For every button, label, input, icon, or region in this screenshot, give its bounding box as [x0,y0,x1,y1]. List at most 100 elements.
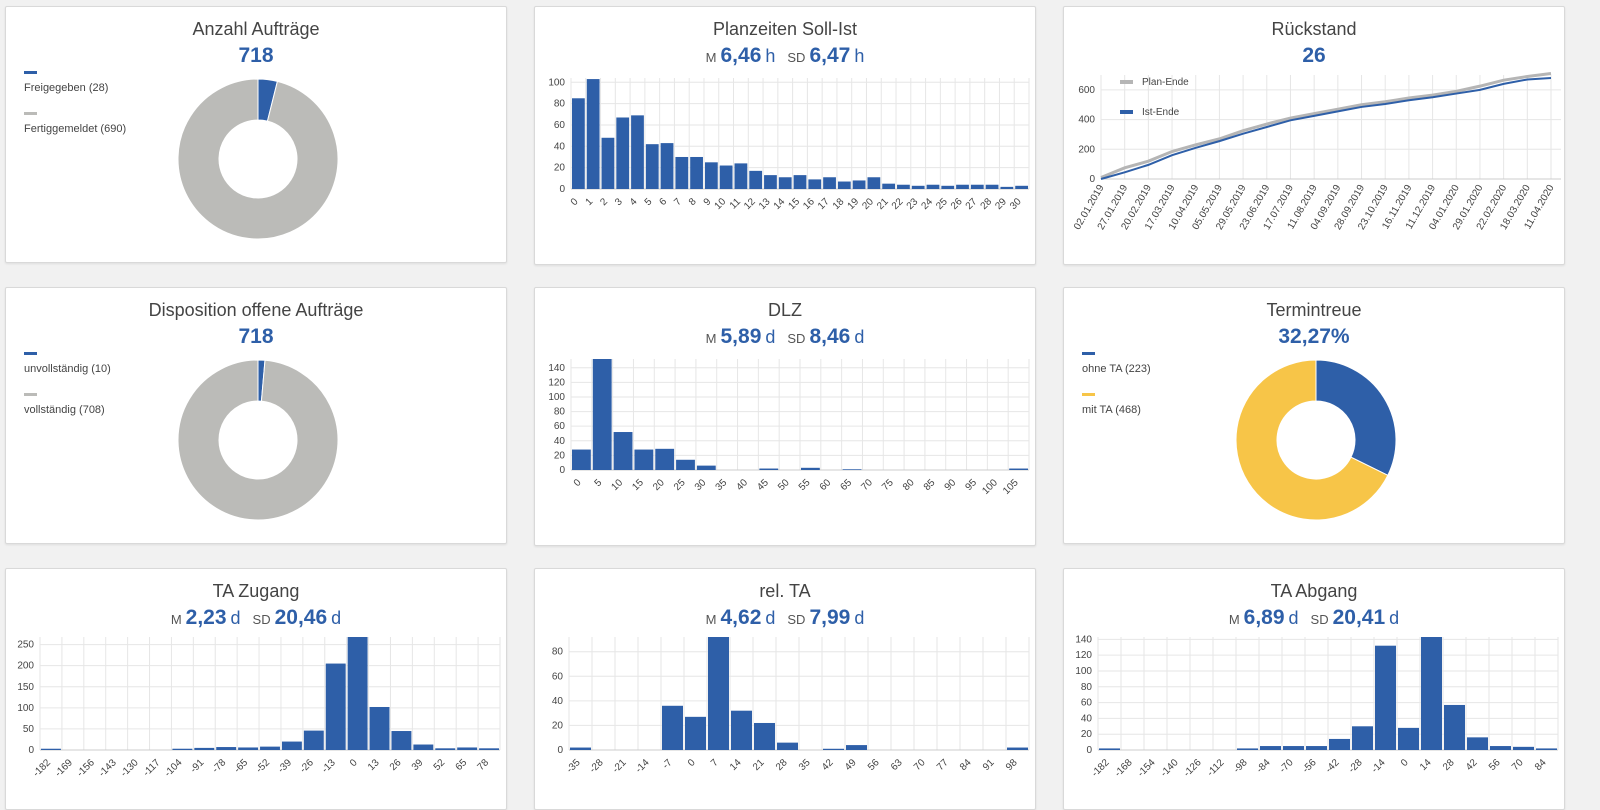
x-tick-label: 80 [901,477,917,493]
x-tick-label: 21 [875,196,891,212]
x-tick-label: -56 [1301,757,1319,775]
legend-swatch [1120,80,1133,84]
bar [696,465,716,470]
bar [572,98,585,189]
bar [793,175,807,189]
x-tick-label: -126 [1182,757,1204,779]
y-tick-label: 400 [1078,115,1095,126]
bar [347,637,368,750]
y-tick-label: 200 [1078,144,1095,155]
y-tick-label: 50 [23,724,35,735]
x-tick-label: 65 [839,477,855,493]
legend-label: mit TA (468) [1082,404,1141,416]
x-tick-label: 52 [432,757,448,773]
y-tick-label: 0 [559,465,565,476]
bar [238,747,259,750]
x-tick-label: 39 [410,757,426,773]
bar [734,163,748,189]
x-tick-label: -182 [1090,757,1112,779]
x-tick-label: 13 [757,196,773,212]
legend-label: Plan-Ende [1142,77,1189,88]
x-tick-label: 27 [964,196,980,212]
legend-item[interactable]: mit TA (468) [1082,393,1151,416]
bar [676,459,695,470]
x-tick-label: 11 [728,196,743,211]
x-tick-label: -117 [141,757,163,779]
bar [572,449,591,470]
bar [1444,704,1465,750]
x-tick-label: -42 [1324,757,1342,775]
mean-label: M [1228,612,1240,627]
x-tick-label: 22 [890,196,906,212]
mean-value: 6,46 [720,44,762,67]
legend-item[interactable]: vollständig (708) [24,393,111,416]
bar [719,165,733,189]
mean-value: 6,89 [1243,606,1285,629]
x-tick-label: -14 [634,757,652,775]
sd-value: 20,46 [274,606,328,629]
bar [867,177,881,189]
legend-label: Fertiggemeldet (690) [24,123,127,135]
bar [1352,726,1373,750]
bar [685,716,706,750]
bar [325,663,346,750]
x-tick-label: 24 [919,196,935,212]
legend-item[interactable]: ohne TA (223) [1082,352,1151,375]
x-tick-label: 0 [572,477,584,489]
y-tick-label: 100 [1075,666,1092,677]
line-chart: 02.01.201927.01.201920.02.201917.03.2019… [1072,72,1561,232]
sd-label: SD [787,612,806,627]
bar [801,467,820,470]
mean-label: M [705,612,717,627]
x-tick-label: 3 [613,196,625,208]
x-tick-label: -182 [31,757,53,779]
x-tick-label: 30 [1008,196,1024,212]
legend-label: ohne TA (223) [1082,363,1151,375]
y-tick-label: 100 [548,77,565,88]
card-rel-ta: rel. TA M 4,62 d SD 7,99 d 0 20 40 60 80 -35 -28 -21… [534,568,1036,810]
bar [479,748,499,750]
legend-item[interactable]: Fertiggemeldet (690) [24,112,126,135]
mean-unit: d [765,608,776,628]
bar [1099,748,1120,750]
y-tick-label: 0 [28,745,34,756]
legend-label: Freigegeben (28) [24,82,109,94]
legend-item[interactable]: Freigegeben (28) [24,71,126,94]
y-tick-label: 20 [552,720,564,731]
sd-value: 8,46 [809,325,851,348]
bar [303,730,324,750]
bar [1007,747,1028,750]
x-tick-label: -143 [97,757,119,779]
bar [749,170,763,189]
card-planzeiten: Planzeiten Soll-Ist M 6,46 h SD 6,47 h 0 20 40 6… [534,6,1036,265]
mean-unit: d [1288,608,1299,628]
y-tick-label: 150 [17,682,34,693]
donut-slice [1315,359,1397,476]
sd-value: 7,99 [809,606,851,629]
bar [1398,727,1419,750]
legend-item[interactable]: unvollständig (10) [24,352,111,375]
kpi-value: 718 [238,44,274,67]
x-tick-label: 15 [630,477,646,493]
kpi-value: 32,27% [1278,325,1350,348]
y-tick-label: 0 [557,745,563,756]
y-tick-label: 0 [1089,174,1095,185]
sd-value: 20,41 [1332,606,1386,629]
bar [1467,737,1488,750]
card-ta-zugang: TA Zugang M 2,23 d SD 20,46 d 0 50 100 150 200 250… [5,568,507,810]
bar [690,156,703,189]
y-tick-label: 60 [554,421,566,432]
x-tick-label: -7 [661,757,675,771]
sd-unit: d [331,608,342,628]
y-tick-label: 80 [1081,682,1093,693]
bar [1000,186,1014,189]
x-tick-label: 28 [979,196,995,212]
bar [1237,748,1258,750]
x-tick-label: 70 [859,477,875,493]
x-tick-label: 84 [1533,757,1549,773]
y-tick-label: 60 [552,671,564,682]
mean-label: M [170,612,182,627]
bar [708,637,729,750]
